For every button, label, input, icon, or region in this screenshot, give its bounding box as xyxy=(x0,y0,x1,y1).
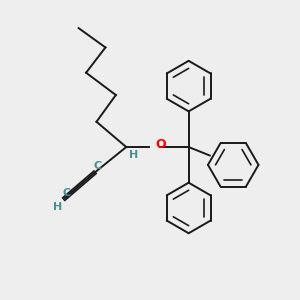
Text: O: O xyxy=(155,138,166,151)
Text: C: C xyxy=(62,188,70,198)
Text: H: H xyxy=(53,202,62,212)
Text: C: C xyxy=(93,161,101,171)
Text: H: H xyxy=(129,150,138,161)
